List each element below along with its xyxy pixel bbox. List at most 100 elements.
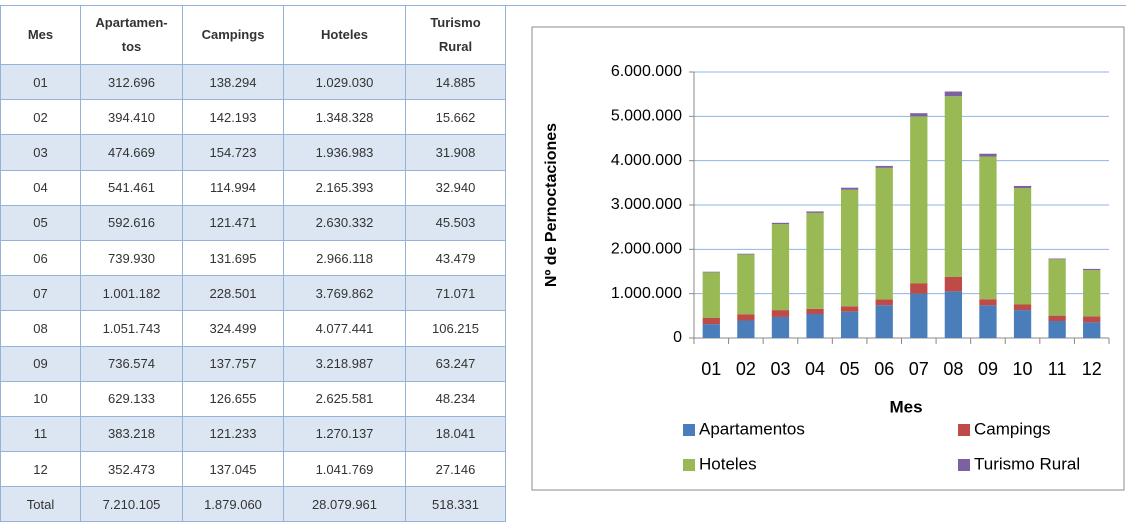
table-cell: 739.930 xyxy=(80,239,183,277)
table-row: 06 739.930 131.695 2.966.118 43.479 xyxy=(0,239,506,277)
table-cell: 474.669 xyxy=(80,134,183,171)
table-cell: 04 xyxy=(0,169,81,206)
table-cell: 541.461 xyxy=(80,169,183,206)
y-tick-label: 6.000.000 xyxy=(611,63,682,80)
table-row: 11 383.218 121.233 1.270.137 18.041 xyxy=(0,415,506,453)
table-row: 08 1.051.743 324.499 4.077.441 106.215 xyxy=(0,310,506,347)
legend-label: Hoteles xyxy=(699,454,757,473)
table-cell: Total xyxy=(0,486,81,523)
bar-segment xyxy=(979,156,997,300)
table-cell: 592.616 xyxy=(80,204,183,241)
table-cell: 121.233 xyxy=(182,415,284,453)
bar-segment xyxy=(771,310,790,317)
table-cell: 1.029.030 xyxy=(283,63,406,101)
y-tick-label: 2.000.000 xyxy=(611,241,682,258)
table-cell: 1.936.983 xyxy=(283,134,406,171)
bar-segment xyxy=(771,222,790,225)
table-cell: 142.193 xyxy=(182,99,284,136)
column-header: Turismo Rural xyxy=(405,5,506,65)
table-cell: 154.723 xyxy=(182,134,284,171)
table-cell: 121.471 xyxy=(182,204,284,241)
x-tick-label: 01 xyxy=(701,359,721,379)
top-rule xyxy=(505,5,1126,6)
y-tick-label: 1.000.000 xyxy=(611,285,682,302)
bar-segment xyxy=(737,254,755,315)
table-row: 10 629.133 126.655 2.625.581 48.234 xyxy=(0,380,506,417)
bar-segment xyxy=(875,167,893,300)
bar-segment xyxy=(702,324,720,338)
bar-segment xyxy=(979,153,997,157)
x-tick-label: 03 xyxy=(770,359,790,379)
table-cell: 2.966.118 xyxy=(283,239,406,277)
table-cell: 3.769.862 xyxy=(283,275,406,312)
table-cell: 18.041 xyxy=(405,415,506,453)
table-cell: 03 xyxy=(0,134,81,171)
table-cell: 1.348.328 xyxy=(283,99,406,136)
legend-label: Apartamentos xyxy=(699,419,805,438)
table-cell: 1.879.060 xyxy=(182,486,284,523)
bar-segment xyxy=(875,305,893,338)
table-cell: 09 xyxy=(0,345,81,382)
table-row: 02 394.410 142.193 1.348.328 15.662 xyxy=(0,99,506,136)
table-cell: 48.234 xyxy=(405,380,506,417)
table-row: 07 1.001.182 228.501 3.769.862 71.071 xyxy=(0,275,506,312)
table-row: 05 592.616 121.471 2.630.332 45.503 xyxy=(0,204,506,241)
bar-segment xyxy=(737,314,755,321)
table-cell: 1.001.182 xyxy=(80,275,183,312)
bar-segment xyxy=(875,165,893,168)
x-tick-label: 09 xyxy=(978,359,998,379)
table-cell: 137.757 xyxy=(182,345,284,382)
bar-segment xyxy=(944,291,963,338)
table-cell: 11 xyxy=(0,415,81,453)
y-tick-label: 3.000.000 xyxy=(611,196,682,213)
bar-segment xyxy=(737,320,755,338)
x-axis-title: Mes xyxy=(889,397,922,416)
table-cell: 05 xyxy=(0,204,81,241)
bar-segment xyxy=(806,308,824,314)
x-tick-label: 11 xyxy=(1048,359,1067,379)
table-cell: 31.908 xyxy=(405,134,506,171)
table-cell: 228.501 xyxy=(182,275,284,312)
legend-label: Campings xyxy=(974,419,1051,438)
header-row: Mes Apartamen- tos Campings Hoteles Turismo … xyxy=(0,5,506,65)
bar-segment xyxy=(1048,258,1066,260)
table-cell: 2.165.393 xyxy=(283,169,406,206)
table-cell: 1.051.743 xyxy=(80,310,183,347)
table-cell: 01 xyxy=(0,63,81,101)
bar-segment xyxy=(1048,321,1066,338)
table-row: 12 352.473 137.045 1.041.769 27.146 xyxy=(0,451,506,488)
legend-swatch xyxy=(683,459,695,471)
column-header: Mes xyxy=(0,5,81,65)
bar-segment xyxy=(910,116,928,284)
table-row: 04 541.461 114.994 2.165.393 32.940 xyxy=(0,169,506,206)
table-cell: 14.885 xyxy=(405,63,506,101)
bar-segment xyxy=(944,91,963,97)
bar-segment xyxy=(979,305,997,338)
x-tick-label: 02 xyxy=(736,359,756,379)
bar-segment xyxy=(910,113,928,117)
table-cell: 137.045 xyxy=(182,451,284,488)
table-cell: 02 xyxy=(0,99,81,136)
bar-segment xyxy=(806,211,824,213)
bar-segment xyxy=(771,224,790,311)
table-cell: 126.655 xyxy=(182,380,284,417)
bar-segment xyxy=(806,212,824,309)
y-tick-label: 0 xyxy=(673,329,682,346)
bar-segment xyxy=(1048,315,1066,322)
bar-segment xyxy=(1013,310,1032,338)
bar-segment xyxy=(910,283,928,294)
table-row: 03 474.669 154.723 1.936.983 31.908 xyxy=(0,134,506,171)
table-cell: 28.079.961 xyxy=(283,486,406,523)
bar-segment xyxy=(875,299,893,306)
table-row: 09 736.574 137.757 3.218.987 63.247 xyxy=(0,345,506,382)
table-cell: 06 xyxy=(0,239,81,277)
table-cell: 383.218 xyxy=(80,415,183,453)
legend-swatch xyxy=(958,424,970,436)
bar-segment xyxy=(737,253,755,255)
y-tick-label: 4.000.000 xyxy=(611,152,682,169)
bar-segment xyxy=(1083,322,1101,338)
bar-segment xyxy=(1083,316,1101,323)
y-tick-label: 5.000.000 xyxy=(611,108,682,125)
legend-swatch xyxy=(958,459,970,471)
